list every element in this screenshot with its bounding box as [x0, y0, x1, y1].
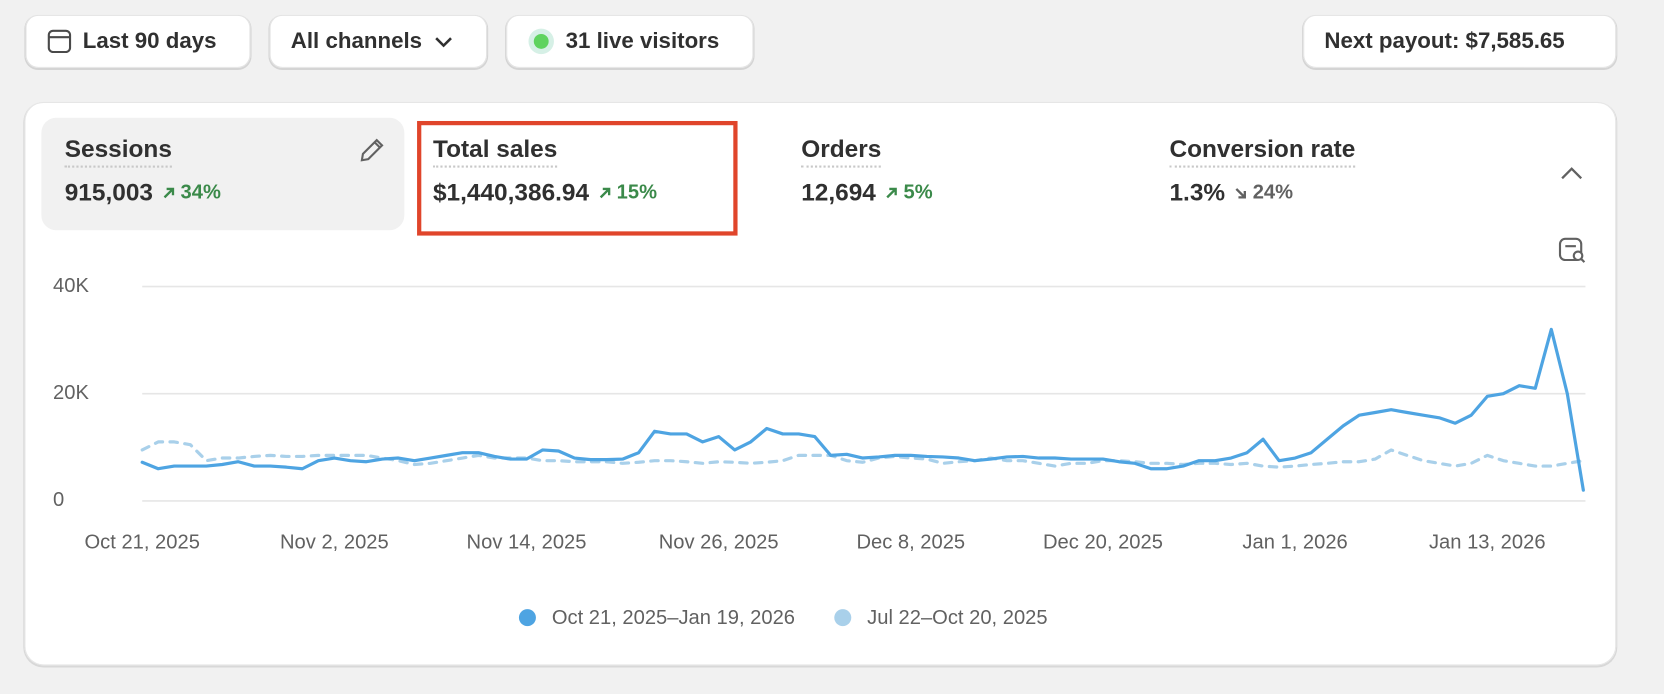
change-value: 24%	[1252, 180, 1294, 204]
y-tick-label: 40K	[53, 275, 89, 297]
metric-label: Orders	[801, 135, 882, 168]
payout: Next payout: $7,585.65	[1324, 28, 1565, 54]
live-visitors: 31 live visitors	[565, 28, 720, 54]
legend-label: Oct 21, 2025–Jan 19, 2026	[552, 607, 795, 629]
chevron-icon	[434, 37, 452, 48]
legend-label: Jul 22–Oct 20, 2025	[867, 607, 1047, 629]
y-tick-label: 0	[53, 489, 64, 511]
metric-tile[interactable]: Orders 12,694 5%	[778, 118, 1103, 230]
metric-label: Conversion rate	[1169, 135, 1356, 168]
series-line	[140, 440, 1585, 469]
x-tick-label: Nov 14, 2025	[467, 532, 587, 554]
metric-tile[interactable]: Conversion rate 1.3% 24%	[1146, 118, 1471, 230]
metric-tile[interactable]: Sessions 915,003 34%	[41, 117, 405, 231]
metric-change: 34%	[161, 180, 221, 204]
x-tick-label: Dec 20, 2025	[1043, 532, 1163, 554]
date-range: Last 90 days	[82, 28, 217, 54]
legend-marker	[834, 609, 852, 627]
x-tick-label: Nov 26, 2025	[659, 532, 779, 554]
payout-button[interactable]: Next payout: $7,585.65	[1303, 14, 1617, 68]
legend-marker	[518, 609, 536, 627]
metric-value: $1,440,386.94	[432, 178, 590, 206]
edit-icon[interactable]	[358, 135, 386, 165]
x-tick-label: Nov 2, 2025	[280, 532, 389, 554]
calendar-icon	[47, 29, 72, 54]
metric-tile[interactable]: Total sales $1,440,386.94 15%	[410, 118, 735, 230]
insights-icon[interactable]	[1558, 236, 1588, 266]
x-tick-label: Dec 8, 2025	[856, 532, 965, 554]
x-tick-label: Jan 13, 2026	[1429, 532, 1546, 554]
y-tick-label: 20K	[53, 382, 89, 404]
live-visitors-button[interactable]: 31 live visitors	[506, 14, 754, 68]
collapse-icon[interactable]	[1558, 161, 1586, 184]
change-value: 5%	[903, 180, 933, 204]
metric-change: 24%	[1234, 181, 1293, 204]
metric-change: 15%	[598, 181, 657, 204]
x-tick-label: Jan 1, 2026	[1242, 532, 1347, 554]
highlight-box	[417, 120, 738, 236]
metric-value: 915,003	[64, 178, 153, 206]
metric-value: 1.3%	[1169, 178, 1226, 206]
change-value: 15%	[616, 180, 658, 204]
metric-value: 12,694	[801, 178, 876, 206]
date-range-button[interactable]: Last 90 days	[25, 14, 251, 68]
metric-label: Total sales	[432, 135, 558, 168]
channels-button[interactable]: All channels	[269, 14, 488, 68]
live-dot	[528, 28, 554, 55]
x-tick-label: Oct 21, 2025	[84, 532, 199, 554]
metric-label: Sessions	[64, 135, 172, 168]
series-line	[140, 327, 1585, 492]
change-value: 34%	[180, 180, 221, 204]
channels: All channels	[290, 28, 423, 54]
metric-change: 5%	[884, 180, 933, 204]
